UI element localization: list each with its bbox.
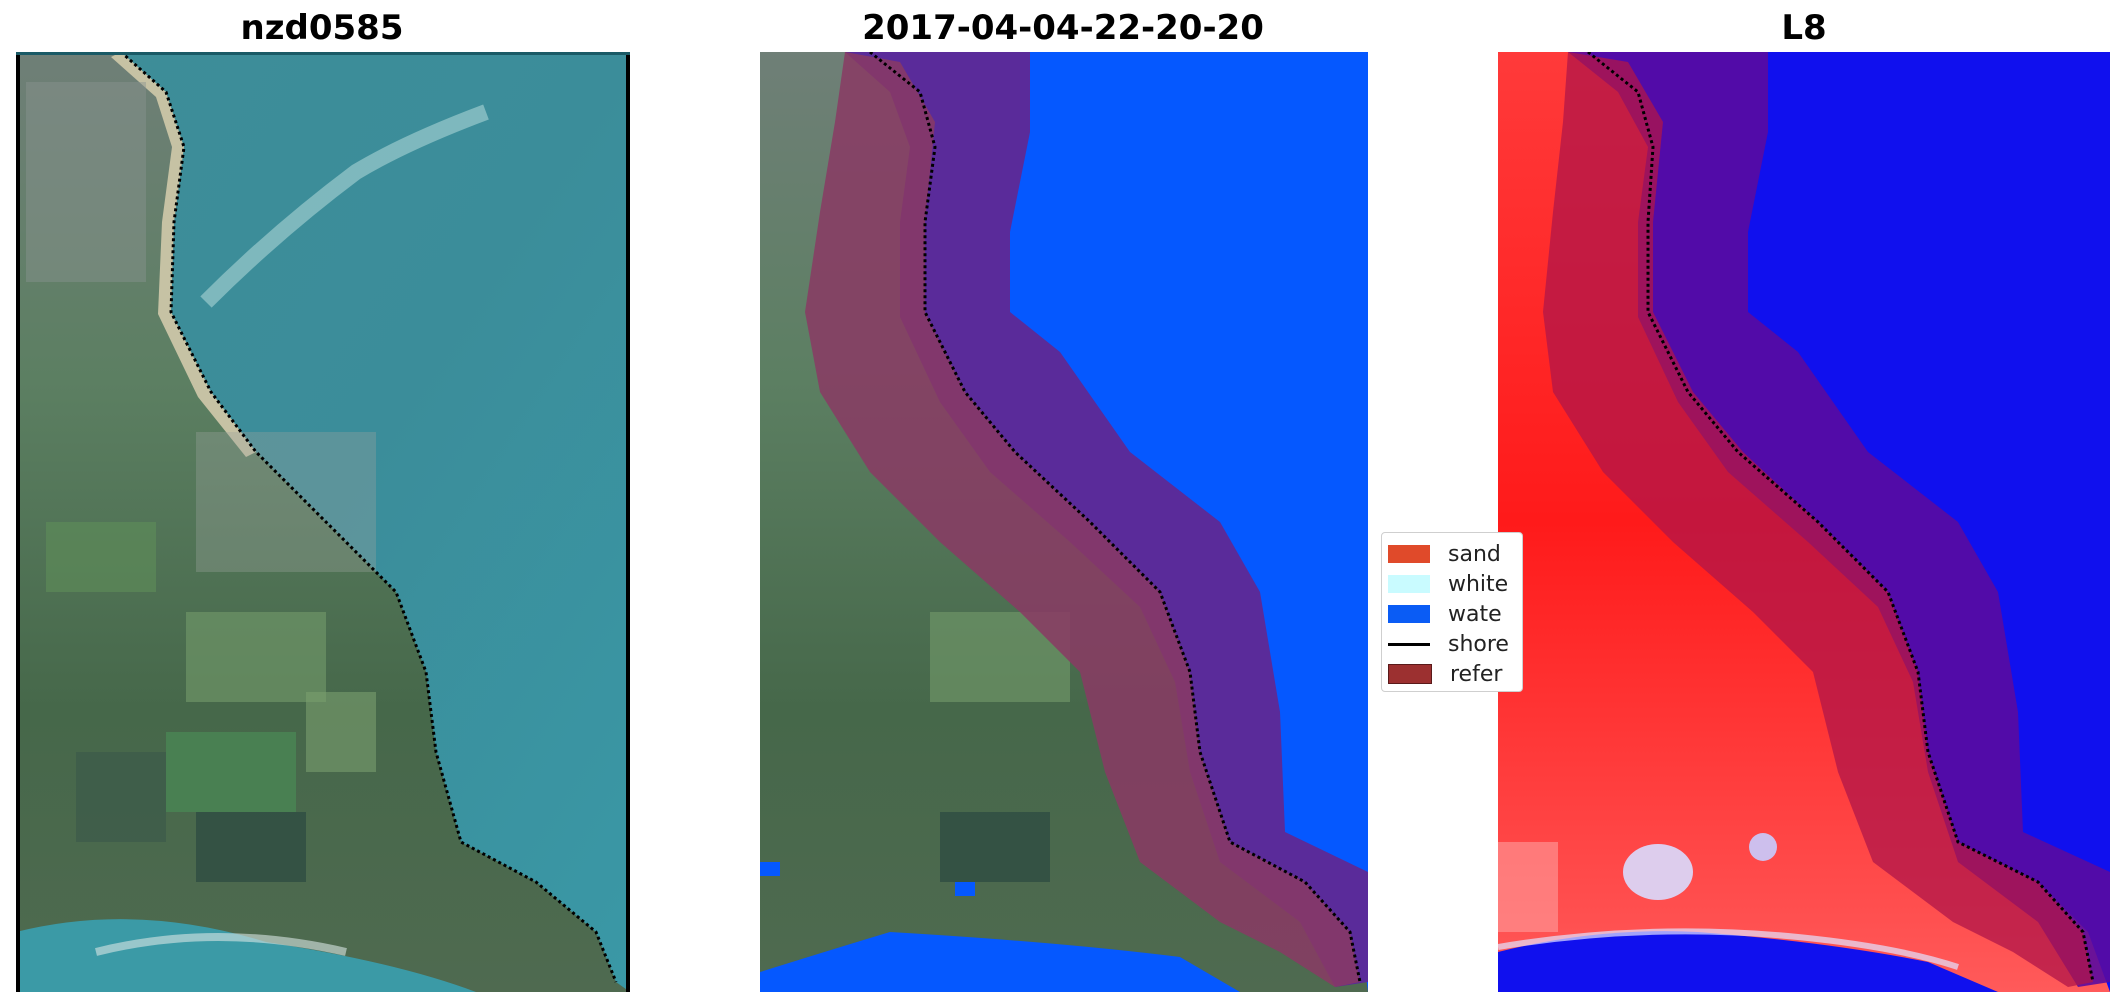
rgb-image-panel: [16, 52, 630, 992]
legend-item-reference: refer: [1382, 659, 1502, 689]
panel-title-rgb: nzd0585: [240, 8, 404, 48]
panel-title-date: 2017-04-04-22-20-20: [862, 8, 1264, 48]
classification-panel: [760, 52, 1368, 992]
legend-label: white: [1448, 571, 1509, 597]
legend: sand white wate shore refer: [1381, 532, 1523, 692]
l8-index-panel: [1498, 52, 2110, 992]
legend-label: wate: [1448, 601, 1502, 627]
l8-index-image: [1498, 52, 2110, 992]
legend-item-water: wate: [1382, 599, 1502, 629]
legend-item-shoreline: shore: [1382, 629, 1509, 659]
legend-swatch-reference: [1388, 664, 1432, 684]
legend-swatch-white: [1388, 575, 1430, 593]
legend-swatch-sand: [1388, 545, 1430, 563]
legend-label: refer: [1450, 661, 1503, 687]
rgb-satellite-image: [16, 52, 630, 992]
panel-title-index: L8: [1781, 8, 1827, 48]
legend-swatch-water: [1388, 605, 1430, 623]
classification-image: [760, 52, 1368, 992]
legend-label: shore: [1448, 631, 1509, 657]
legend-swatch-shoreline: [1388, 642, 1430, 646]
legend-item-sand: sand: [1382, 539, 1501, 569]
legend-item-white: white: [1382, 569, 1508, 599]
legend-label: sand: [1448, 541, 1501, 567]
